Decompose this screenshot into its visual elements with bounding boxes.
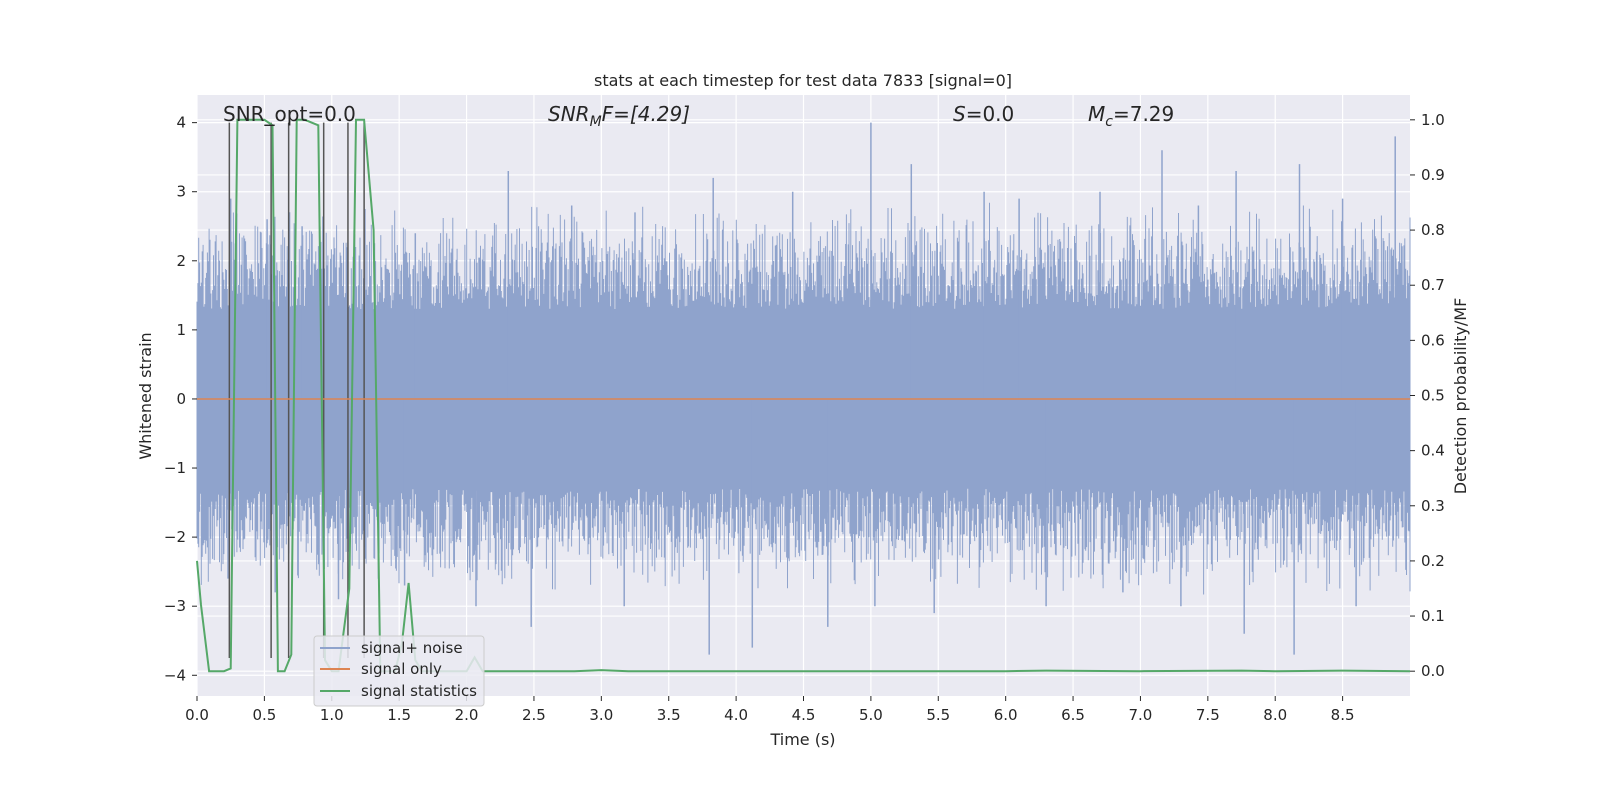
y-tick-label: −1 [164,459,186,477]
y-right-tick-label: 0.7 [1421,276,1445,294]
y-tick-label: 1 [176,321,186,339]
x-tick-label: 5.5 [926,706,950,724]
x-tick-label: 3.0 [589,706,613,724]
legend-label-signal-only: signal only [361,660,442,678]
annotation-s: S=0.0 [953,102,1014,126]
y-axis-right: 1.0 0.9 0.8 0.7 0.6 0.5 0.4 0.3 0.2 0.1 0.0 [1410,111,1445,680]
y-axis-right-label: Detection probability/MF [1451,298,1470,495]
x-axis: 0.0 0.5 1.0 1.5 2.0 2.5 3.0 3.5 4.0 4.5 5.0 5.5 6.0 6… [185,696,1355,724]
y-right-tick-label: 0.9 [1421,166,1445,184]
s-rest: =0.0 [966,102,1015,126]
x-tick-label: 6.0 [994,706,1018,724]
y-axis-left: 4 3 2 1 0 −1 −2 −3 −4 [164,114,197,684]
x-tick-label: 7.0 [1129,706,1153,724]
annotation-snr-mf: SNRMF=[4.29] [548,102,690,130]
x-tick-label: 0.0 [185,706,209,724]
x-tick-label: 2.5 [522,706,546,724]
snr-mf-rest: F=[4.29] [602,102,690,126]
y-right-tick-label: 0.0 [1421,662,1445,680]
y-right-tick-label: 0.1 [1421,607,1445,625]
y-right-tick-label: 0.5 [1421,387,1445,405]
y-axis-label: Whitened strain [136,332,155,459]
annotation-mc: Mc=7.29 [1088,102,1174,130]
y-tick-label: −4 [164,666,186,684]
mc-sub: c [1105,114,1113,130]
legend-box [313,635,485,707]
y-tick-label: 4 [176,114,186,132]
noise-trace [196,202,1411,595]
x-tick-label: 3.5 [657,706,681,724]
mc-rest: =7.29 [1113,102,1174,126]
y-tick-label: 0 [176,390,186,408]
y-right-tick-label: 1.0 [1421,111,1445,129]
x-axis-label: Time (s) [769,730,835,749]
x-tick-label: 5.0 [859,706,883,724]
x-tick-label: 4.0 [724,706,748,724]
y-tick-label: −2 [164,528,186,546]
y-tick-label: −3 [164,597,186,615]
y-right-tick-label: 0.8 [1421,221,1445,239]
mc-main: M [1088,102,1105,126]
legend: signal+ noise signal only signal statist… [313,635,485,707]
x-tick-label: 6.5 [1061,706,1085,724]
y-right-tick-label: 0.3 [1421,497,1445,515]
chart-title: stats at each timestep for test data 783… [594,71,1012,90]
y-right-tick-label: 0.6 [1421,331,1445,349]
y-tick-label: 2 [176,252,186,270]
snr-mf-sub: M [590,114,602,130]
s-main: S [953,102,966,126]
x-tick-label: 8.5 [1331,706,1355,724]
x-tick-label: 1.0 [320,706,344,724]
x-tick-label: 2.0 [455,706,479,724]
annotation-snr-opt: SNR_opt=0.0 [223,102,356,126]
y-tick-label: 3 [176,183,186,201]
snr-mf-main: SNR [548,102,590,126]
x-tick-label: 0.5 [252,706,276,724]
legend-label-noise: signal+ noise [361,639,463,657]
x-tick-label: 7.5 [1196,706,1220,724]
legend-label-statistics: signal statistics [361,682,477,700]
y-right-tick-label: 0.4 [1421,442,1445,460]
x-tick-label: 4.5 [792,706,816,724]
x-tick-label: 8.0 [1263,706,1287,724]
y-right-tick-label: 0.2 [1421,552,1445,570]
x-tick-label: 1.5 [387,706,411,724]
